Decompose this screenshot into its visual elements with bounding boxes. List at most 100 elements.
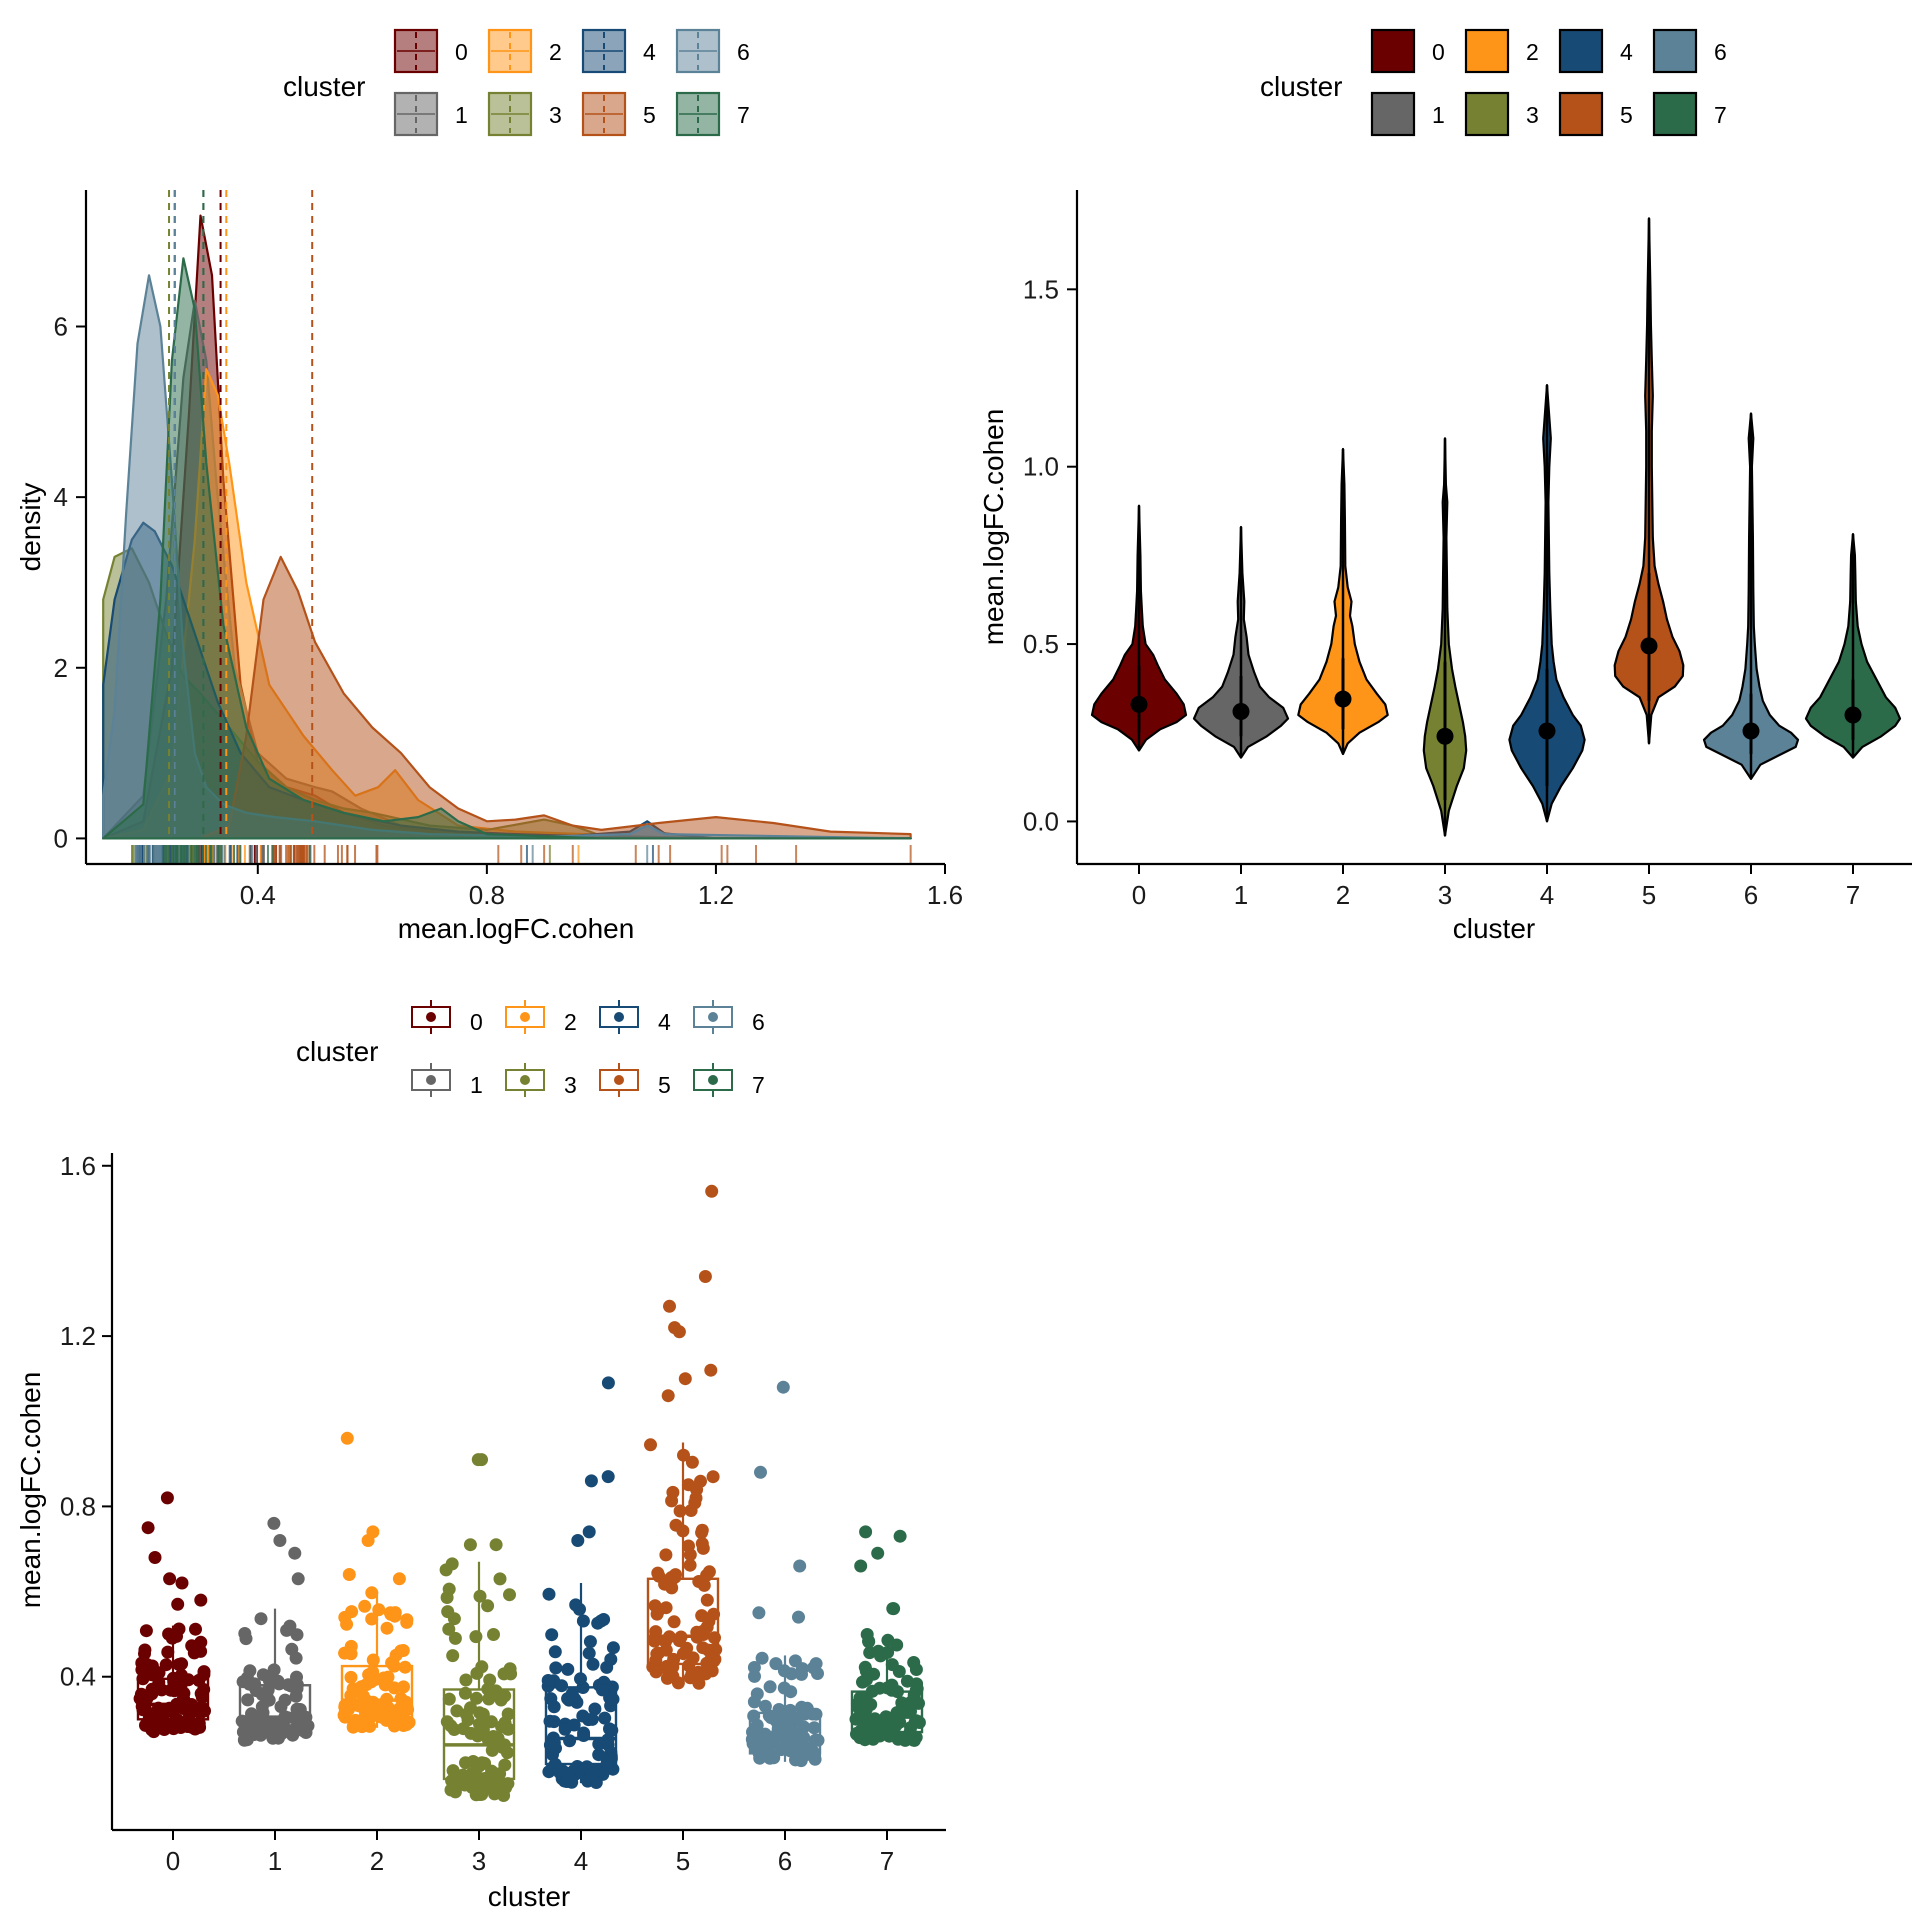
density-rug bbox=[131, 845, 912, 864]
boxplot-plot-area bbox=[133, 1184, 926, 1802]
jitter-point-5 bbox=[685, 1668, 699, 1681]
jitter-point-5 bbox=[666, 1485, 680, 1499]
legend-point-6 bbox=[708, 1012, 718, 1022]
jitter-point-4 bbox=[541, 1674, 555, 1687]
legend-key-6: 6 bbox=[1652, 28, 1727, 74]
box-group-6 bbox=[745, 1380, 825, 1768]
jitter-point-7 bbox=[910, 1682, 924, 1696]
jitter-point-2 bbox=[342, 1568, 356, 1581]
legend-point-0 bbox=[426, 1012, 436, 1022]
jitter-point-4 bbox=[600, 1756, 614, 1770]
jitter-point-3 bbox=[485, 1743, 499, 1757]
jitter-point-5 bbox=[696, 1624, 710, 1638]
violin-legend: 0 1 2 3 4 5 6 7 bbox=[1370, 28, 1727, 137]
jitter-point-4 bbox=[561, 1662, 575, 1676]
jitter-point-4 bbox=[605, 1723, 619, 1737]
jitter-point-4 bbox=[545, 1628, 559, 1642]
legend-key-0: 0 bbox=[1370, 28, 1445, 74]
violin-median-point-2 bbox=[1334, 690, 1352, 708]
jitter-point-2 bbox=[340, 1431, 354, 1445]
jitter-point-6 bbox=[801, 1741, 815, 1755]
jitter-point-5 bbox=[649, 1665, 663, 1679]
violin-legend-title: cluster bbox=[1260, 71, 1342, 102]
jitter-point-0 bbox=[181, 1673, 195, 1687]
jitter-point-6 bbox=[797, 1730, 811, 1744]
violin-y-tick-label: 1.5 bbox=[1023, 274, 1059, 304]
jitter-point-4 bbox=[592, 1748, 606, 1762]
jitter-point-3 bbox=[458, 1686, 472, 1700]
jitter-point-2 bbox=[380, 1621, 394, 1635]
jitter-point-5 bbox=[672, 1634, 686, 1648]
jitter-point-3 bbox=[469, 1788, 483, 1802]
legend-swatch-6 bbox=[1652, 28, 1698, 74]
legend-label-4: 4 bbox=[658, 1009, 671, 1035]
violin-x-axis-title: cluster bbox=[1453, 913, 1535, 944]
jitter-point-6 bbox=[792, 1610, 805, 1624]
jitter-point-7 bbox=[859, 1525, 873, 1539]
jitter-point-1 bbox=[261, 1683, 275, 1697]
jitter-point-0 bbox=[175, 1657, 189, 1671]
jitter-point-3 bbox=[487, 1628, 500, 1641]
jitter-point-5 bbox=[672, 1325, 686, 1339]
jitter-point-0 bbox=[171, 1597, 185, 1611]
jitter-point-4 bbox=[547, 1736, 561, 1750]
jitter-point-2 bbox=[392, 1572, 406, 1586]
jitter-point-4 bbox=[560, 1775, 574, 1788]
jitter-point-4 bbox=[606, 1641, 620, 1655]
legend-key-4: 4 bbox=[581, 28, 656, 74]
legend-swatch-4 bbox=[1558, 28, 1604, 74]
jitter-point-6 bbox=[772, 1703, 786, 1716]
jitter-point-4 bbox=[569, 1598, 583, 1612]
jitter-point-6 bbox=[755, 1651, 769, 1665]
jitter-point-2 bbox=[392, 1702, 406, 1716]
jitter-point-3 bbox=[481, 1682, 495, 1696]
jitter-point-7 bbox=[886, 1602, 900, 1616]
jitter-point-3 bbox=[461, 1713, 475, 1727]
legend-key-2: 2 bbox=[505, 1000, 577, 1035]
jitter-point-6 bbox=[795, 1662, 809, 1676]
jitter-point-0 bbox=[160, 1491, 174, 1505]
jitter-point-2 bbox=[361, 1534, 375, 1547]
jitter-point-5 bbox=[682, 1539, 695, 1553]
violin-ticks: 0 1 2 3 4 5 6 7 0.0 0.5 1.0 1.5 bbox=[1023, 274, 1860, 910]
legend-key-0: 0 bbox=[411, 1000, 483, 1035]
jitter-point-4 bbox=[577, 1729, 591, 1742]
boxplot-y-tick-label: 0.4 bbox=[60, 1662, 96, 1692]
jitter-point-7 bbox=[856, 1675, 869, 1689]
jitter-point-5 bbox=[661, 1389, 675, 1403]
density-ticks: 0.4 0.8 1.2 1.6 0 2 4 6 bbox=[54, 312, 964, 910]
jitter-point-5 bbox=[659, 1548, 673, 1562]
legend-key-2: 2 bbox=[487, 28, 562, 74]
legend-key-3: 3 bbox=[487, 91, 562, 137]
density-y-tick-label: 0 bbox=[54, 823, 68, 853]
density-legend: 0 1 2 3 4 5 6 7 bbox=[393, 28, 750, 137]
jitter-point-5 bbox=[644, 1438, 657, 1452]
jitter-point-3 bbox=[475, 1660, 489, 1674]
violin-x-tick-label: 0 bbox=[1132, 880, 1146, 910]
jitter-point-4 bbox=[576, 1709, 590, 1723]
legend-key-1: 1 bbox=[393, 91, 468, 137]
legend-label-1: 1 bbox=[470, 1072, 483, 1098]
jitter-point-3 bbox=[493, 1572, 507, 1586]
jitter-point-1 bbox=[290, 1628, 304, 1642]
jitter-point-1 bbox=[273, 1534, 287, 1547]
jitter-point-4 bbox=[585, 1767, 599, 1781]
density-panel: cluster 0 1 2 3 4 5 6 7 0.4 0.8 1.2 1.6 0 2 4 6 mean.l… bbox=[15, 28, 964, 944]
jitter-point-0 bbox=[152, 1676, 166, 1689]
violin-median-point-7 bbox=[1844, 706, 1862, 724]
jitter-point-2 bbox=[367, 1708, 381, 1722]
jitter-point-3 bbox=[450, 1774, 464, 1788]
jitter-point-1 bbox=[288, 1546, 302, 1560]
jitter-point-2 bbox=[365, 1586, 379, 1600]
jitter-point-2 bbox=[344, 1670, 358, 1684]
jitter-point-3 bbox=[447, 1612, 461, 1626]
jitter-point-4 bbox=[595, 1683, 609, 1697]
jitter-point-6 bbox=[747, 1661, 761, 1674]
jitter-point-5 bbox=[649, 1625, 663, 1639]
box-group-2 bbox=[337, 1431, 416, 1734]
jitter-point-0 bbox=[189, 1622, 202, 1636]
jitter-point-0 bbox=[181, 1720, 194, 1733]
legend-key-5: 5 bbox=[1558, 91, 1633, 137]
density-y-tick-label: 6 bbox=[54, 312, 68, 342]
jitter-point-2 bbox=[338, 1646, 352, 1660]
